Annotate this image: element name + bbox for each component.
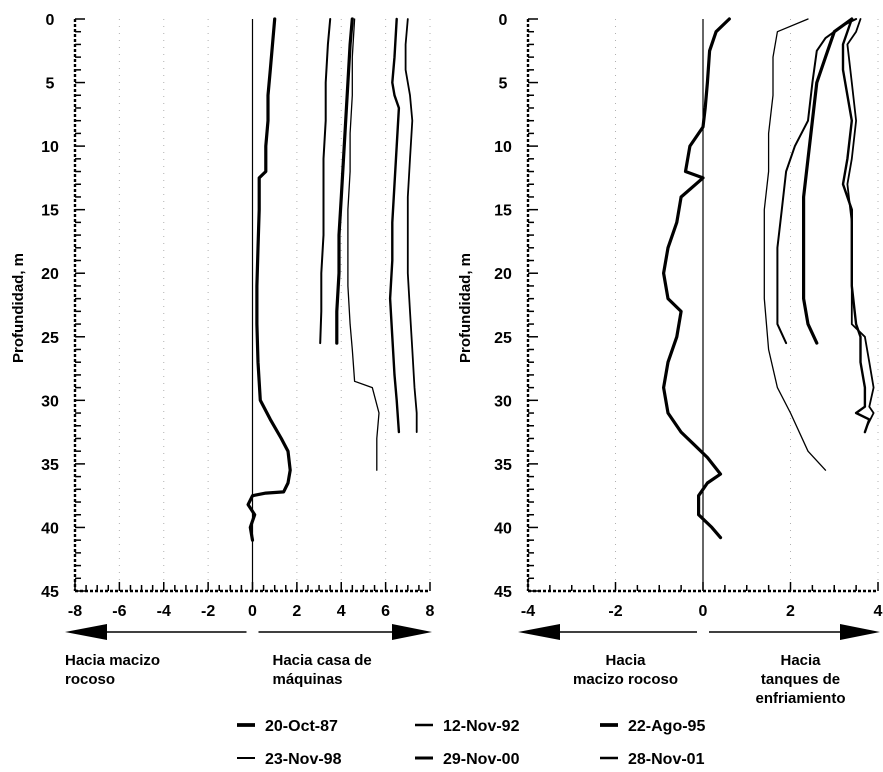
series-line-22-ago-95 xyxy=(335,17,354,345)
y-tick-label: 5 xyxy=(499,76,508,93)
x-tick-label: 2 xyxy=(292,603,301,620)
y-tick-label: 20 xyxy=(41,266,59,283)
series-line-28-nov-01 xyxy=(404,18,418,433)
left-grid xyxy=(118,19,431,591)
x-tick-label: 4 xyxy=(337,603,346,620)
series-line-28-nov-01 xyxy=(846,18,875,427)
series-line-23-nov-98 xyxy=(347,18,380,471)
y-tick-label: 40 xyxy=(494,520,512,537)
right-direction-arrows: Hacia macizo rocoso Hacia tanques de enfriam… xyxy=(518,624,880,707)
right-grid xyxy=(615,19,879,591)
series-line-12-nov-92 xyxy=(776,18,858,345)
x-tick-label: 6 xyxy=(381,603,390,620)
right-direction-label: Hacia casa de xyxy=(273,652,372,669)
left-y-axis-title: Profundidad, m xyxy=(10,253,27,363)
right-direction-label: tanques de xyxy=(761,671,840,688)
right-direction-label: Hacia xyxy=(780,652,821,669)
x-tick-label: 0 xyxy=(699,603,708,620)
y-tick-label: 10 xyxy=(41,139,59,156)
legend-item: 29-Nov-00 xyxy=(415,751,520,768)
right-y-axis-title: Profundidad, m xyxy=(457,253,474,363)
series-line-20-oct-87 xyxy=(246,17,292,542)
y-tick-label: 30 xyxy=(41,393,59,410)
x-tick-label: -4 xyxy=(521,603,535,620)
y-tick-label: 35 xyxy=(41,457,59,474)
left-arrowhead xyxy=(65,624,107,640)
y-tick-label: 20 xyxy=(494,266,512,283)
y-tick-label: 5 xyxy=(46,76,55,93)
y-tick-label: 15 xyxy=(494,203,512,220)
y-tick-label: 10 xyxy=(494,139,512,156)
legend-label: 12-Nov-92 xyxy=(443,718,520,735)
left-arrowhead xyxy=(518,624,560,640)
legend-label: 22-Ago-95 xyxy=(628,718,705,735)
x-tick-label: 4 xyxy=(874,603,883,620)
legend-label: 23-Nov-98 xyxy=(265,751,342,768)
series-line-12-nov-92 xyxy=(319,18,332,345)
left-direction-label: rocoso xyxy=(65,671,115,688)
legend-item: 22-Ago-95 xyxy=(600,718,705,735)
legend: 20-Oct-87 12-Nov-92 22-Ago-95 23-Nov-98 29-N… xyxy=(237,718,705,768)
right-arrowhead xyxy=(392,624,432,640)
x-tick-label: -4 xyxy=(157,603,171,620)
left-direction-label: Hacia macizo xyxy=(65,652,160,669)
series-line-23-nov-98 xyxy=(763,18,827,471)
series-line-29-nov-00 xyxy=(388,17,401,434)
x-tick-label: -2 xyxy=(201,603,215,620)
x-tick-label: -2 xyxy=(608,603,622,620)
y-tick-label: 30 xyxy=(494,393,512,410)
left-direction-label: macizo rocoso xyxy=(573,671,678,688)
legend-item: 28-Nov-01 xyxy=(600,751,705,768)
left-direction-label: Hacia xyxy=(605,652,646,669)
y-tick-label: 45 xyxy=(41,584,59,601)
series-line-22-ago-95 xyxy=(802,17,854,345)
x-tick-label: -6 xyxy=(112,603,126,620)
y-tick-label: 40 xyxy=(41,520,59,537)
x-tick-label: 0 xyxy=(248,603,257,620)
legend-label: 29-Nov-00 xyxy=(443,751,520,768)
right-axes: 0 5 10 15 20 25 30 35 40 45 -4 -2 0 2 4 xyxy=(494,12,882,620)
y-tick-label: 45 xyxy=(494,584,512,601)
y-tick-label: 35 xyxy=(494,457,512,474)
y-tick-label: 25 xyxy=(41,330,59,347)
right-arrowhead xyxy=(840,624,880,640)
legend-item: 23-Nov-98 xyxy=(237,751,342,768)
left-direction-arrows: Hacia macizo rocoso Hacia casa de máquinas xyxy=(65,624,432,688)
left-series-group xyxy=(246,17,418,542)
y-tick-label: 15 xyxy=(41,203,59,220)
left-axes: 0 5 10 15 20 25 30 35 40 45 -8 -6 -4 -2 0 2 4 6 8 xyxy=(41,12,434,620)
right-direction-label: máquinas xyxy=(273,671,343,688)
x-tick-label: 2 xyxy=(786,603,795,620)
legend-label: 28-Nov-01 xyxy=(628,751,705,768)
x-tick-label: -8 xyxy=(68,603,82,620)
x-tick-label: 8 xyxy=(426,603,435,620)
legend-item: 12-Nov-92 xyxy=(415,718,520,735)
legend-label: 20-Oct-87 xyxy=(265,718,338,735)
legend-item: 20-Oct-87 xyxy=(237,718,338,735)
y-tick-label: 0 xyxy=(46,12,55,29)
y-tick-label: 25 xyxy=(494,330,512,347)
right-panel: Profundidad, m 0 5 10 15 20 25 30 35 40 45 -4 -2 0 2 4… xyxy=(457,12,883,707)
y-tick-label: 0 xyxy=(499,12,508,29)
series-line-20-oct-87 xyxy=(662,17,731,540)
series-line-29-nov-00 xyxy=(841,17,871,434)
right-series-group xyxy=(662,17,875,540)
right-direction-label: enfriamiento xyxy=(755,690,845,707)
